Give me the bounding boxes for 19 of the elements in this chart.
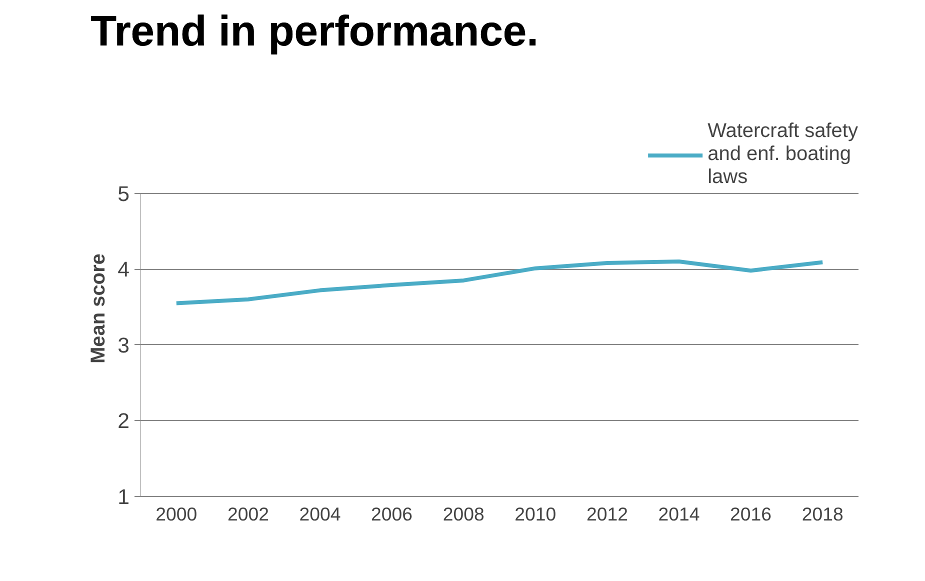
x-tick-label: 2004 — [299, 504, 341, 524]
x-tick-label: 2018 — [802, 504, 844, 524]
x-tick-label: 2000 — [156, 504, 198, 524]
x-tick-label: 2016 — [730, 504, 772, 524]
legend-label: Watercraft safety and enf. boating laws — [708, 120, 858, 189]
y-tick-label: 5 — [118, 182, 130, 206]
x-tick-label: 2006 — [371, 504, 413, 524]
x-tick-label: 2012 — [586, 504, 628, 524]
y-tick-label: 2 — [118, 409, 130, 434]
y-axis-title: Mean score — [88, 253, 110, 364]
y-tick-label: 4 — [118, 258, 130, 282]
chart-title: Trend in performance. — [90, 8, 538, 56]
x-tick-label: 2008 — [442, 504, 484, 524]
x-tick-label: 2010 — [514, 504, 556, 524]
y-tick-label: 3 — [118, 333, 130, 358]
y-tick-label: 1 — [118, 485, 130, 509]
x-tick-label: 2014 — [658, 504, 700, 524]
x-tick-label: 2002 — [227, 504, 269, 524]
line-series — [174, 260, 825, 306]
